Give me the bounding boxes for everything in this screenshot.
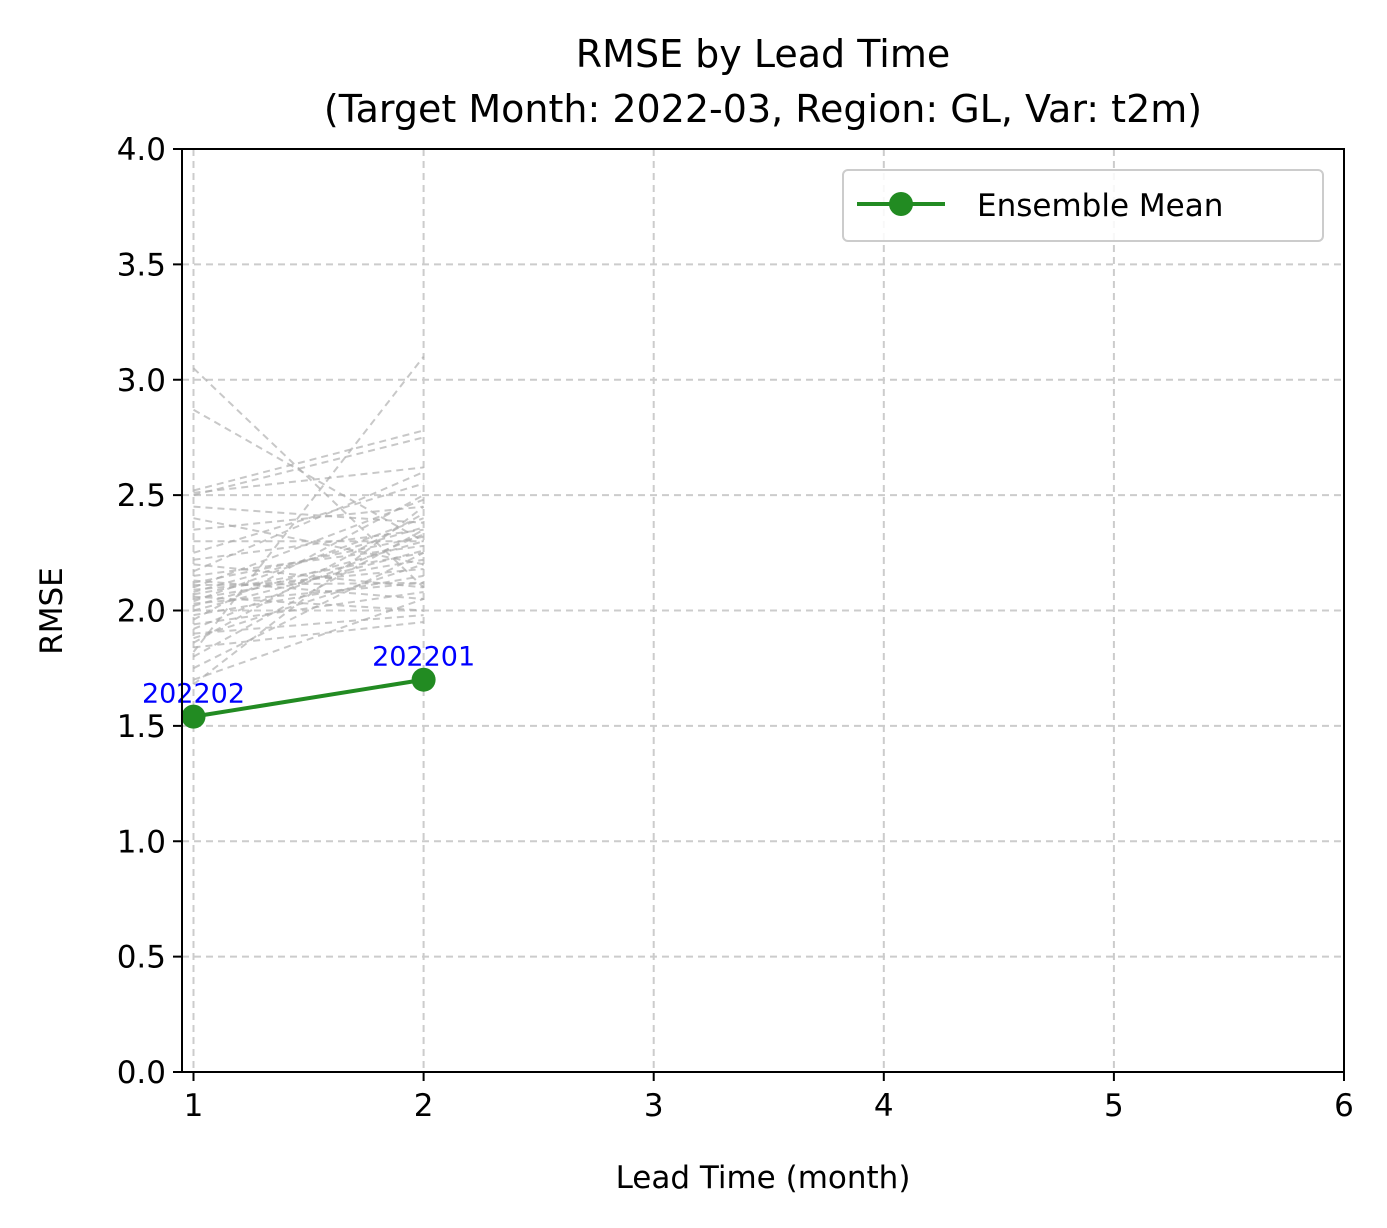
y-tick-label: 0.5: [117, 940, 166, 976]
y-tick-label: 4.0: [117, 132, 166, 168]
grid-lines: [182, 148, 1345, 1073]
y-tick-label: 3.5: [117, 247, 166, 283]
member-line: [193, 581, 424, 587]
y-axis-label: RMSE: [34, 567, 70, 655]
point-annotations: 202202 202201: [142, 642, 475, 710]
member-line: [193, 614, 424, 635]
member-line: [193, 563, 424, 589]
member-line: [193, 517, 424, 603]
x-tick-label: 1: [184, 1088, 204, 1124]
member-line: [192, 505, 425, 686]
y-tick-label: 2.5: [117, 478, 166, 514]
member-line: [193, 535, 424, 584]
x-tick-label: 5: [1104, 1088, 1124, 1124]
member-line: [193, 549, 424, 612]
member-line: [192, 356, 425, 653]
point-label: 202202: [142, 679, 245, 710]
ensemble-mean-line: [193, 677, 424, 719]
member-line: [193, 466, 424, 494]
point-label: 202201: [372, 642, 475, 673]
member-line: [193, 621, 424, 649]
legend-label: Ensemble Mean: [977, 188, 1223, 224]
x-axis-label: Lead Time (month): [616, 1160, 911, 1196]
y-tick-label: 1.0: [117, 824, 166, 860]
chart-subtitle: (Target Month: 2022-03, Region: GL, Var:…: [324, 87, 1202, 131]
member-line: [193, 540, 424, 607]
member-line: [193, 505, 424, 524]
legend-marker-icon: [889, 192, 913, 216]
member-line: [193, 563, 424, 640]
member-line: [193, 558, 424, 600]
y-tick-label: 2.0: [117, 594, 166, 630]
ensemble-mean-point: [181, 704, 206, 729]
member-line: [193, 494, 425, 621]
member-line: [193, 505, 424, 531]
member-line: [193, 436, 424, 497]
y-tick-label: 0.0: [117, 1055, 166, 1091]
member-line: [193, 498, 424, 589]
member-line: [193, 591, 424, 626]
y-tick-label: 3.0: [117, 363, 166, 399]
x-axis-ticks: 1 2 3 4 5 6: [184, 1072, 1354, 1124]
member-line: [193, 471, 424, 573]
member-line: [193, 579, 424, 600]
member-lines: [192, 356, 425, 686]
member-line: [193, 482, 424, 554]
member-line: [193, 567, 424, 591]
member-line: [193, 429, 424, 492]
legend-box: [842, 169, 1324, 242]
member-line: [193, 574, 424, 617]
x-tick-label: 4: [874, 1088, 894, 1124]
ensemble-mean-point: [411, 667, 436, 692]
x-tick-label: 3: [644, 1088, 664, 1124]
member-line: [193, 528, 425, 658]
member-line: [193, 598, 424, 681]
y-axis-ticks: 0.0 0.5 1.0 1.5 2.0 2.5 3.0 3.5 4.0: [117, 132, 182, 1091]
member-line: [193, 512, 425, 644]
ensemble-mean-series: [181, 667, 436, 729]
x-tick-label: 2: [414, 1088, 434, 1124]
legend: Ensemble Mean: [842, 169, 1324, 242]
member-line: [193, 526, 424, 594]
member-line: [193, 551, 425, 670]
chart-title: RMSE by Lead Time: [576, 32, 950, 76]
y-tick-label: 1.5: [117, 709, 166, 745]
member-line: [193, 595, 424, 612]
x-tick-label: 6: [1334, 1088, 1354, 1124]
